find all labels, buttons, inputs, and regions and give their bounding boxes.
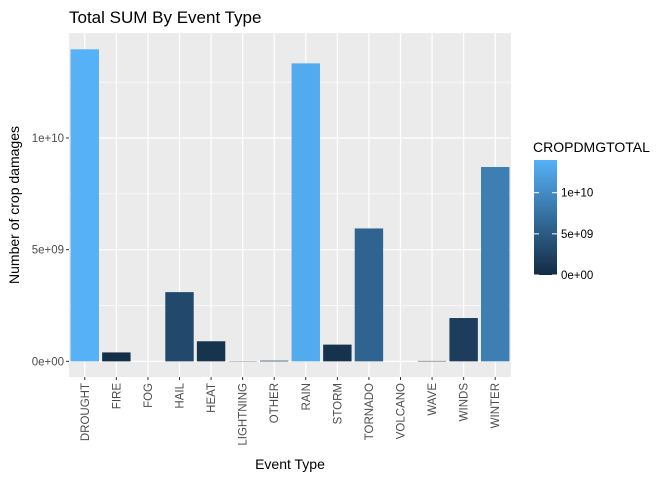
chart-title: Total SUM By Event Type [69,8,261,27]
y-tick-label: 5e+09 [32,245,64,257]
x-tick-label: VOLCANO [396,383,408,439]
plot-panel [69,33,511,377]
x-tick-label: WINTER [490,383,502,428]
x-tick-label: DROUGHT [80,383,92,441]
bar-rain [291,63,320,362]
legend-label: 1e+10 [561,188,593,200]
bar-storm [323,344,352,362]
bars [70,49,510,362]
x-tick-label: STORM [332,383,344,424]
x-axis-title: Event Type [255,456,325,472]
bar-hail [165,292,194,362]
x-tick-label: TORNADO [364,383,376,440]
x-tick-label: OTHER [269,383,281,423]
x-tick-label: WINDS [459,383,471,422]
x-tick-label: HEAT [206,383,218,413]
bar-fire [102,352,131,362]
x-axis: DROUGHT FIRE FOG HAIL HEAT LIGHTNING OTHER RAIN… [80,377,502,446]
legend-title: CROPDMGTOTAL [533,139,650,155]
legend-label: 0e+00 [561,270,593,282]
y-axis-title: Number of crop damages [6,126,22,284]
x-tick-label: FIRE [111,383,123,410]
bar-tornado [354,228,384,362]
legend-ticks: 1e+10 5e+09 0e+00 [534,188,593,282]
bar-other [260,360,289,362]
bar-heat [196,341,226,362]
x-tick-label: FOG [143,383,155,408]
x-tick-label: LIGHTNING [238,383,250,446]
legend-colorbar [534,160,557,275]
x-tick-label: WAVE [427,383,439,416]
x-tick-label: HAIL [175,382,187,408]
bar-winds [449,318,478,362]
y-axis: 0e+00 5e+09 1e+10 [32,133,69,368]
y-tick-label: 0e+00 [32,356,64,368]
legend: CROPDMGTOTAL 1e+10 5e+09 0e+00 [533,139,650,282]
legend-label: 5e+09 [561,229,593,241]
bar-drought [70,49,99,362]
y-tick-label: 1e+10 [32,133,64,145]
bar-winter [481,167,510,362]
x-tick-label: RAIN [301,383,313,410]
